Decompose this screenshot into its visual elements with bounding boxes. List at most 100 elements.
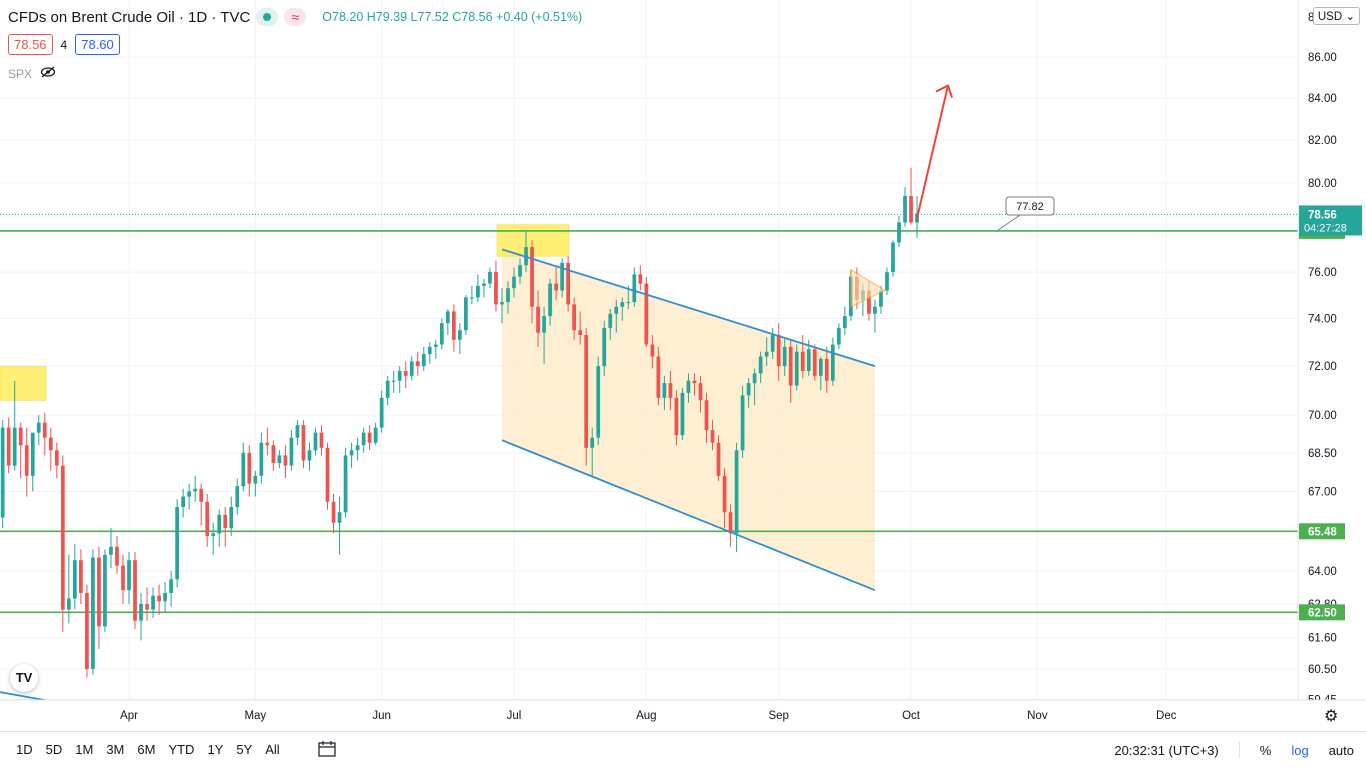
candle-body [72, 560, 77, 599]
candle [301, 420, 306, 469]
month-tick-label: Apr [120, 710, 138, 722]
candle [752, 368, 757, 406]
candle-body [439, 323, 444, 345]
candle-body [560, 262, 564, 291]
range-button-3m[interactable]: 3M [106, 742, 125, 757]
candle-body [349, 450, 354, 456]
time-axis-bg [0, 700, 1366, 731]
range-button-6m[interactable]: 6M [137, 742, 156, 757]
callout-label: 77.82 [1016, 201, 1044, 213]
candle [253, 470, 258, 497]
range-button-1y[interactable]: 1Y [207, 742, 224, 757]
candle-body [457, 330, 462, 340]
candle-body [211, 533, 216, 537]
candle-body [12, 427, 17, 466]
candle [662, 375, 667, 411]
log-toggle[interactable]: log [1291, 742, 1309, 758]
range-button-all[interactable]: All [265, 742, 280, 757]
candle [103, 549, 107, 632]
candle-body [710, 430, 715, 443]
candle [530, 240, 534, 324]
candle-body [0, 427, 5, 518]
candle [614, 299, 619, 333]
chart-legend: CFDs on Brent Crude Oil · 1D · TVC ≈ O78… [8, 8, 582, 26]
channel-fill [501, 249, 875, 591]
candle-body [740, 395, 745, 451]
candle-body [488, 272, 492, 284]
candle-body [518, 265, 522, 277]
clock-timezone[interactable]: 20:32:31 (UTC+3) [1114, 742, 1219, 758]
candle [590, 427, 595, 476]
auto-toggle[interactable]: auto [1328, 742, 1354, 758]
candle-body [548, 283, 552, 317]
candle [127, 552, 131, 604]
range-button-ytd[interactable]: YTD [168, 742, 195, 757]
currency-selector[interactable]: USD ⌄ [1312, 7, 1360, 25]
candle-body [301, 425, 306, 461]
candle [903, 187, 907, 227]
candle-body [343, 455, 348, 513]
candle [578, 311, 583, 345]
candle [518, 258, 522, 284]
candle-body [48, 437, 53, 451]
candle-body [139, 604, 143, 621]
candle-body [638, 274, 643, 284]
range-button-1m[interactable]: 1M [75, 742, 94, 757]
candle-body [915, 213, 919, 223]
candle [109, 528, 113, 569]
candle-body [776, 335, 781, 367]
eye-hidden-icon[interactable] [40, 66, 56, 81]
candle-body [97, 557, 101, 627]
candle-body [470, 297, 474, 299]
level-tag-label-2: 62.50 [1308, 607, 1337, 619]
candle [283, 445, 288, 479]
candle-body [692, 380, 697, 384]
candle-body [656, 356, 661, 398]
range-button-5y[interactable]: 5Y [236, 742, 253, 757]
buy-button[interactable]: 78.60 [75, 34, 120, 55]
candle-body [445, 311, 450, 324]
current-price-tag-bg [1299, 205, 1362, 236]
candle-body [42, 422, 47, 438]
bottom-toolbar: 1D 5D 1M 3M 6M YTD 1Y 5Y All 20:32:31 (UTC+3) % … [0, 731, 1366, 769]
candle-body [572, 304, 577, 331]
candle-body [494, 272, 498, 305]
candle-body [620, 302, 625, 307]
candle [211, 522, 216, 555]
sell-button[interactable]: 78.56 [8, 34, 53, 55]
candle-body [752, 373, 757, 384]
calendar-range-icon[interactable] [318, 741, 336, 760]
candle [247, 445, 252, 497]
candle [500, 288, 504, 324]
candle [445, 309, 450, 336]
candle [409, 356, 414, 381]
callout-pointer [996, 214, 1021, 232]
candle [187, 483, 192, 510]
level-tag-bg-2 [1299, 604, 1345, 621]
candle [674, 390, 679, 446]
price-tick-label: 76.00 [1308, 267, 1337, 279]
candle-body [337, 512, 342, 523]
gear-icon[interactable]: ⚙ [1324, 708, 1339, 725]
highlight-box-march [0, 365, 47, 401]
candle [512, 267, 516, 298]
compare-symbol[interactable]: SPX [8, 66, 33, 81]
range-button-1d[interactable]: 1D [16, 742, 33, 757]
wave-icon[interactable]: ≈ [284, 8, 307, 26]
symbol-title[interactable]: CFDs on Brent Crude Oil · 1D · TVC [8, 8, 251, 26]
candle-body [133, 560, 137, 621]
candle [758, 351, 763, 384]
candle-body [289, 437, 294, 466]
candle [770, 327, 775, 359]
price-tick-label: 70.00 [1308, 410, 1337, 422]
candle [740, 385, 745, 458]
percent-toggle[interactable]: % [1259, 742, 1272, 758]
candle-body [662, 383, 667, 398]
tradingview-logo[interactable]: TV [10, 664, 38, 692]
range-button-5d[interactable]: 5D [45, 742, 63, 757]
candle [830, 337, 835, 386]
price-tick-label: 86.00 [1308, 52, 1337, 64]
candle-body [818, 358, 823, 376]
candlestick-chart[interactable]: 77.8286.0084.0082.0080.0078.0076.0074.00… [0, 0, 1366, 731]
